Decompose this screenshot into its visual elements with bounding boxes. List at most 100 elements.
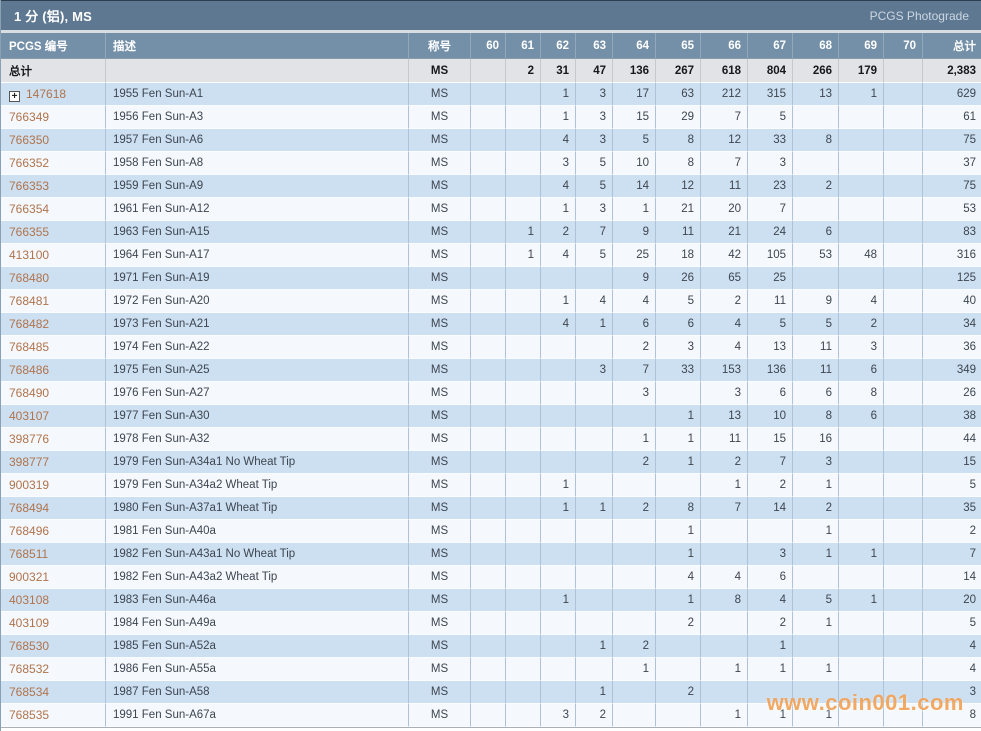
grade-62-count [541,612,576,635]
pcgs-number-link[interactable]: 768485 [9,340,50,354]
pcgs-number-link[interactable]: 900319 [9,478,50,492]
pcgs-number-link[interactable]: 398776 [9,432,50,446]
coin-description: 1978 Fen Sun-A32 [106,428,409,451]
pcgs-photograde-link[interactable]: PCGS Photograde [869,8,969,23]
grade-69-count [839,267,884,290]
designation-cell: MS [409,83,471,106]
table-row: 768530 1985 Fen Sun-A52a MS 1 2 1 4 [1,635,981,658]
pcgs-number-link[interactable]: 768496 [9,524,50,538]
grade-67-count: 24 [748,221,793,244]
totals-description-cell [106,59,409,83]
grade-69-count: 8 [839,382,884,405]
grade-70-count [884,428,923,451]
pcgs-number-link[interactable]: 768532 [9,662,50,676]
grade-64-count: 7 [613,359,656,382]
grade-66-count: 1 [701,474,748,497]
grade-67-count: 7 [748,198,793,221]
pcgs-number-link[interactable]: 768530 [9,639,50,653]
grade-67-count: 3 [748,543,793,566]
grade-66-count [701,635,748,658]
next-row-sliver [1,727,981,728]
grade-66-count: 2 [701,451,748,474]
grade-61-count [506,543,541,566]
coin-description: 1977 Fen Sun-A30 [106,405,409,428]
pcgs-number-link[interactable]: 766353 [9,179,50,193]
table-row: 398777 1979 Fen Sun-A34a1 No Wheat Tip MS 2… [1,451,981,474]
pcgs-number-link[interactable]: 403107 [9,409,50,423]
pcgs-number-link[interactable]: 900321 [9,570,50,584]
pcgs-number-link[interactable]: 766354 [9,202,50,216]
grade-63-count: 1 [576,313,613,336]
grade-61-count [506,198,541,221]
grade-69-count: 1 [839,83,884,106]
grade-68-count: 8 [793,129,839,152]
designation-cell: MS [409,129,471,152]
grade-60-count [471,497,506,520]
coin-description: 1982 Fen Sun-A43a1 No Wheat Tip [106,543,409,566]
grade-60-count [471,566,506,589]
pcgs-number-cell: 900321 [1,566,106,589]
grade-70-count [884,290,923,313]
pcgs-number-link[interactable]: 398777 [9,455,50,469]
population-table: PCGS 编号 描述 称号 60 61 62 63 64 65 66 67 68… [1,33,981,727]
pcgs-number-link[interactable]: 768481 [9,294,50,308]
grade-68-count: 11 [793,336,839,359]
designation-cell: MS [409,635,471,658]
totals-grade-65: 267 [656,59,701,83]
grade-64-count: 1 [613,658,656,681]
pcgs-number-link[interactable]: 768480 [9,271,50,285]
grade-69-count: 6 [839,359,884,382]
row-total: 4 [923,635,981,658]
grade-68-count [793,267,839,290]
pcgs-number-link[interactable]: 768490 [9,386,50,400]
grade-63-count [576,267,613,290]
grade-67-count: 136 [748,359,793,382]
grade-70-count [884,83,923,106]
pcgs-number-link[interactable]: 766349 [9,110,50,124]
grade-64-count: 15 [613,106,656,129]
pcgs-number-link[interactable]: 768486 [9,363,50,377]
grade-62-count [541,520,576,543]
grade-62-count: 1 [541,198,576,221]
pcgs-number-link[interactable]: 413100 [9,248,50,262]
grade-61-count [506,451,541,474]
grade-60-count [471,589,506,612]
grade-64-count: 6 [613,313,656,336]
grade-60-count [471,129,506,152]
pcgs-number-link[interactable]: 768534 [9,685,50,699]
row-total: 35 [923,497,981,520]
grade-66-count: 3 [701,382,748,405]
grade-69-count [839,566,884,589]
pcgs-number-link[interactable]: 403109 [9,616,50,630]
designation-cell: MS [409,198,471,221]
pcgs-number-link[interactable]: 768535 [9,708,50,722]
pcgs-number-link[interactable]: 766352 [9,156,50,170]
pcgs-number-link[interactable]: 766350 [9,133,50,147]
designation-cell: MS [409,520,471,543]
grade-60-count [471,244,506,267]
grade-64-count: 2 [613,451,656,474]
pcgs-number-link[interactable]: 768482 [9,317,50,331]
designation-cell: MS [409,612,471,635]
grade-70-count [884,106,923,129]
grade-62-count: 1 [541,290,576,313]
pcgs-number-link[interactable]: 403108 [9,593,50,607]
table-row: 768490 1976 Fen Sun-A27 MS 3 3 6 6 8 26 [1,382,981,405]
grade-69-count [839,635,884,658]
pcgs-number-link[interactable]: 768494 [9,501,50,515]
grade-67-count [748,520,793,543]
grade-66-count: 1 [701,704,748,727]
expand-plus-icon[interactable]: + [9,90,20,102]
pcgs-number-cell: 768511 [1,543,106,566]
pcgs-number-link[interactable]: 768511 [9,547,49,561]
grade-68-count: 2 [793,175,839,198]
pcgs-number-link[interactable]: 147618 [26,86,67,101]
pcgs-number-link[interactable]: 766355 [9,225,50,239]
grade-61-count: 1 [506,244,541,267]
coin-description: 1983 Fen Sun-A46a [106,589,409,612]
row-total: 75 [923,129,981,152]
grade-70-count [884,543,923,566]
designation-cell: MS [409,313,471,336]
grade-63-count [576,612,613,635]
